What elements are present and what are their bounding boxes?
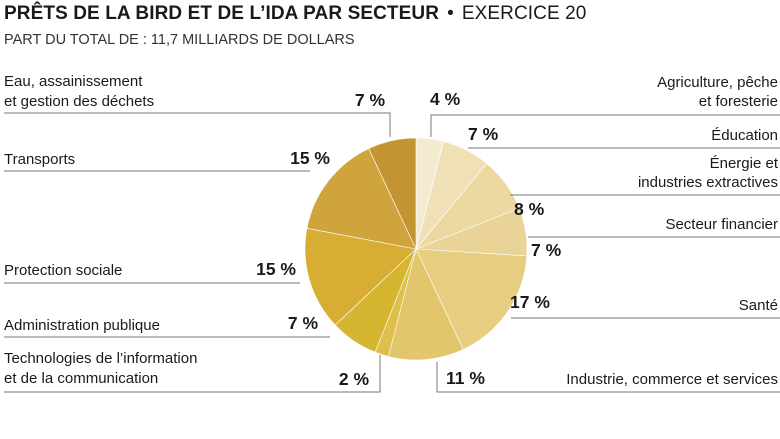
slice-value-administration-publique: 7 % bbox=[288, 313, 319, 333]
pie-slice-sante bbox=[415, 248, 528, 350]
slice-value-technologies-de-l-information-et-de-la-communication: 2 % bbox=[339, 369, 370, 389]
leader-line-eau-assainissement-et-gestion-des-dechets bbox=[4, 112, 391, 137]
slice-label-sante: Santé bbox=[739, 297, 778, 314]
title-suffix: EXERCICE 20 bbox=[461, 3, 587, 24]
slice-value-sante: 17 % bbox=[510, 292, 550, 312]
slice-value-education: 7 % bbox=[468, 124, 499, 144]
pie-slice-eau-assainissement-et-gestion-des-dechets bbox=[368, 137, 417, 250]
title-separator: • bbox=[447, 3, 454, 24]
slice-label-protection-sociale: Protection sociale bbox=[4, 262, 122, 279]
slice-label-administration-publique: Administration publique bbox=[4, 317, 160, 334]
leader-line-industrie-commerce-et-services bbox=[436, 362, 780, 393]
pie-slice-transports bbox=[306, 148, 417, 250]
slice-value-secteur-financier: 7 % bbox=[531, 240, 562, 260]
slice-label-education: Éducation bbox=[711, 127, 778, 144]
pie-slice-protection-sociale bbox=[304, 227, 417, 326]
slice-label-agriculture-peche-et-foresterie-line-2: et foresterie bbox=[699, 93, 778, 110]
slice-label-agriculture-peche-et-foresterie-line-1: Agriculture, pêche bbox=[657, 74, 778, 91]
pie-slice-industrie-commerce-et-services bbox=[388, 248, 464, 361]
title-main: PRÊTS DE LA BIRD ET DE L’IDA PAR SECTEUR bbox=[4, 3, 440, 24]
pie-slices bbox=[304, 137, 528, 361]
slice-value-agriculture-peche-et-foresterie: 4 % bbox=[430, 89, 461, 109]
chart-subtitle: PART DU TOTAL DE : 11,7 MILLIARDS DE DOL… bbox=[4, 32, 355, 48]
slice-label-industrie-commerce-et-services: Industrie, commerce et services bbox=[566, 371, 778, 388]
slice-value-energie-et-industries-extractives: 8 % bbox=[514, 199, 545, 219]
slice-label-energie-et-industries-extractives-line-2: industries extractives bbox=[638, 174, 778, 191]
leader-line-agriculture-peche-et-foresterie bbox=[430, 114, 780, 137]
slice-label-technologies-de-l-information-et-de-la-communication-line-2: et de la communication bbox=[4, 370, 158, 387]
slice-label-eau-assainissement-et-gestion-des-dechets-line-2: et gestion des déchets bbox=[4, 93, 154, 110]
slice-value-eau-assainissement-et-gestion-des-dechets: 7 % bbox=[355, 90, 386, 110]
slice-annotations: Agriculture, pêche et foresterie 4 % Éducat… bbox=[4, 73, 780, 393]
slice-label-eau-assainissement-et-gestion-des-dechets-line-1: Eau, assainissement bbox=[4, 73, 143, 90]
slice-label-energie-et-industries-extractives-line-1: Énergie et bbox=[710, 155, 779, 172]
leader-line-technologies-de-l-information-et-de-la-communication bbox=[4, 355, 381, 393]
slice-value-industrie-commerce-et-services: 11 % bbox=[446, 368, 485, 388]
chart-title: PRÊTS DE LA BIRD ET DE L’IDA PAR SECTEUR… bbox=[4, 3, 586, 25]
slice-value-protection-sociale: 15 % bbox=[256, 259, 296, 279]
slice-label-secteur-financier: Secteur financier bbox=[665, 216, 778, 233]
slice-label-transports: Transports bbox=[4, 151, 75, 168]
slice-label-technologies-de-l-information-et-de-la-communication-line-1: Technologies de l’information bbox=[4, 350, 197, 367]
slice-value-transports: 15 % bbox=[290, 148, 330, 168]
